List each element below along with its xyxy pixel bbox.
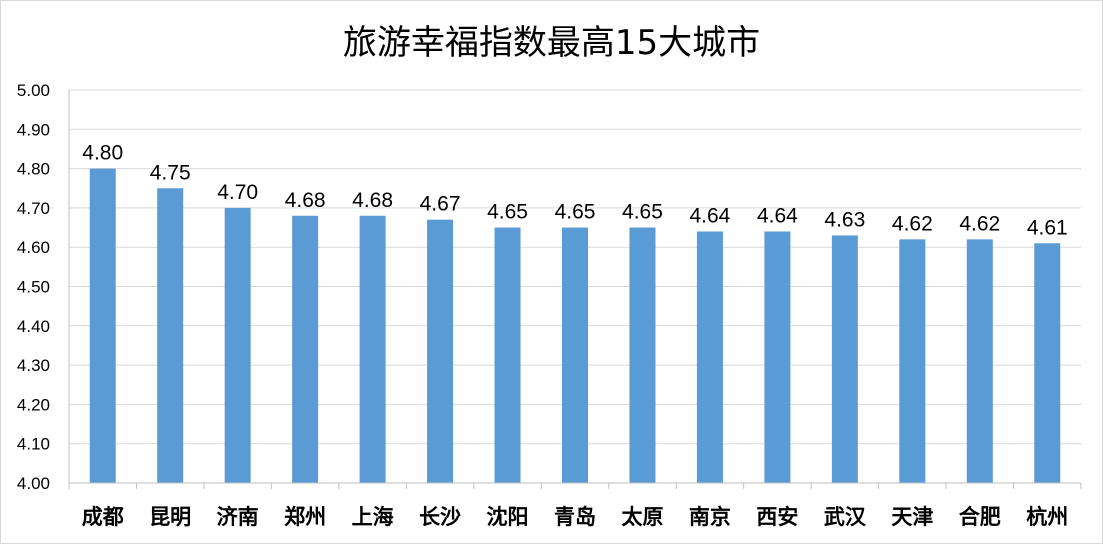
- bar: [764, 231, 791, 483]
- category-label: 合肥: [959, 505, 1001, 529]
- data-label: 4.65: [487, 201, 528, 224]
- axes: [68, 90, 1082, 489]
- data-labels: 4.80 4.75 4.70 4.68 4.68 4.67 4.65 4.65 4.65 4.64…: [82, 142, 1067, 240]
- y-tick-label: 4.70: [17, 199, 50, 218]
- bar: [89, 168, 116, 483]
- category-label: 沈阳: [487, 505, 529, 529]
- y-tick-label: 4.60: [17, 238, 50, 257]
- data-label: 4.80: [82, 142, 123, 165]
- category-label: 成都: [82, 505, 124, 529]
- y-tick-labels: 4.00 4.10 4.20 4.30 4.40 4.50 4.60 4.70 4.80 4.90…: [17, 81, 50, 493]
- data-label: 4.68: [352, 189, 393, 212]
- bars: [89, 168, 1061, 483]
- bar: [696, 231, 723, 483]
- y-tick-label: 4.50: [17, 278, 50, 297]
- bar: [494, 227, 521, 483]
- category-label: 天津: [891, 505, 933, 529]
- y-tick-label: 4.80: [17, 160, 50, 179]
- category-label: 杭州: [1026, 505, 1068, 529]
- y-tick-label: 5.00: [17, 81, 50, 100]
- bar: [562, 227, 588, 483]
- data-label: 4.65: [622, 201, 663, 224]
- data-label: 4.64: [689, 204, 730, 227]
- data-label: 4.68: [285, 189, 326, 212]
- bar: [966, 239, 993, 483]
- bar: [427, 219, 454, 483]
- data-label: 4.62: [892, 212, 933, 235]
- data-label: 4.70: [217, 181, 258, 204]
- category-label: 西安: [756, 505, 798, 529]
- category-label: 青岛: [554, 505, 596, 529]
- category-label: 上海: [352, 505, 394, 529]
- category-label: 南京: [689, 505, 731, 529]
- y-tick-label: 4.30: [17, 356, 50, 375]
- y-tick-label: 4.10: [17, 435, 50, 454]
- bar: [359, 215, 386, 483]
- y-tick-label: 4.20: [17, 395, 50, 414]
- bar: [1034, 243, 1061, 483]
- category-label: 武汉: [824, 505, 867, 529]
- y-tick-label: 4.00: [17, 474, 50, 493]
- data-label: 4.61: [1027, 216, 1068, 239]
- data-label: 4.65: [555, 201, 596, 224]
- chart-title: 旅游幸福指数最高15大城市: [342, 23, 761, 63]
- y-tick-label: 4.40: [17, 317, 50, 336]
- data-label: 4.62: [959, 212, 1000, 235]
- bar: [899, 239, 926, 483]
- bar: [629, 227, 656, 483]
- data-label: 4.63: [824, 208, 865, 231]
- category-label: 太原: [621, 505, 663, 529]
- category-labels: 成都 昆明 济南 郑州 上海 长沙 沈阳 青岛 太原 南京 西安 武汉 天津 合肥 杭州: [82, 505, 1069, 529]
- bar: [157, 188, 184, 483]
- bar: [831, 235, 858, 483]
- y-tick-label: 4.90: [17, 120, 50, 139]
- category-label: 昆明: [149, 505, 191, 529]
- data-label: 4.64: [757, 204, 798, 227]
- data-label: 4.75: [150, 161, 191, 184]
- bar: [292, 215, 319, 483]
- category-label: 济南: [217, 505, 259, 529]
- category-label: 郑州: [284, 505, 326, 529]
- data-label: 4.67: [420, 193, 461, 216]
- category-label: 长沙: [419, 505, 461, 529]
- bar: [224, 207, 251, 483]
